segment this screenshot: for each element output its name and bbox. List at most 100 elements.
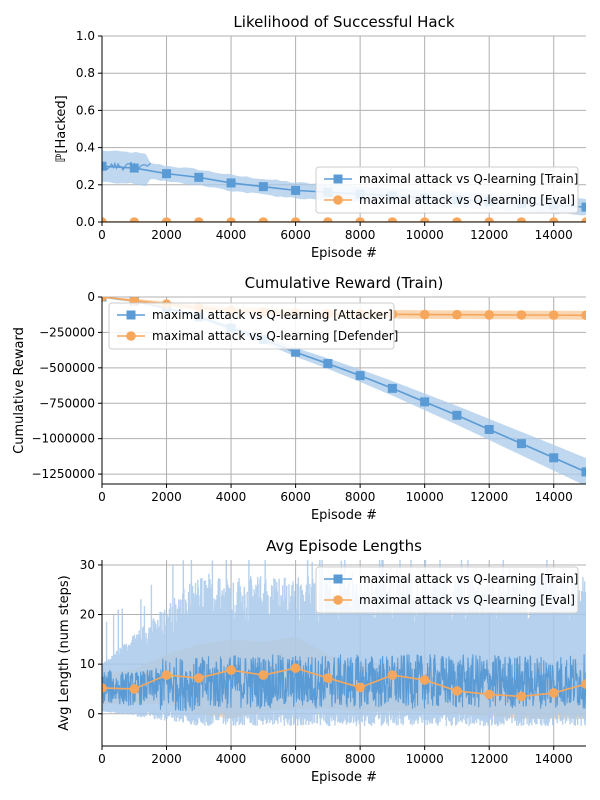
x-tick-label: 8000 (345, 228, 376, 242)
data-point (419, 675, 430, 685)
x-tick-label: 2000 (151, 228, 182, 242)
data-point (581, 679, 586, 689)
data-point (291, 347, 301, 357)
data-point (484, 217, 494, 222)
data-point (291, 185, 301, 195)
y-tick-label: −1000000 (32, 432, 96, 446)
x-tick-label: 6000 (280, 490, 311, 504)
y-tick-label: 0 (87, 707, 95, 721)
data-point (102, 297, 107, 302)
y-tick-label: −250000 (39, 325, 95, 339)
data-point (516, 439, 526, 449)
x-tick-label: 4000 (216, 752, 247, 766)
x-tick-label: 10000 (406, 752, 444, 766)
chart-panel-3: Avg Episode Lengths 0 2000 4000 6000 8000 1000… (57, 537, 586, 785)
x-tick-label: 2000 (151, 752, 182, 766)
data-point (355, 682, 365, 693)
data-point (194, 217, 204, 222)
data-point (323, 217, 333, 222)
data-point (420, 397, 430, 407)
chart-panel-1: Likelihood of Successful Hack 0 2000 4000 60… (54, 13, 586, 261)
legend-label: maximal attack vs Q-learning [Train] (359, 172, 578, 186)
data-point (102, 217, 107, 222)
data-point (290, 663, 301, 673)
data-point (581, 202, 586, 212)
x-axis-label: Episode # (311, 246, 377, 261)
data-point (226, 178, 236, 188)
data-point (452, 686, 462, 696)
legend-marker (333, 574, 343, 584)
data-point (226, 217, 236, 222)
y-tick-label: 20 (80, 608, 95, 622)
data-point (355, 371, 365, 381)
legend-marker (126, 331, 136, 341)
x-tick-label: 12000 (470, 752, 508, 766)
y-tick-label: −750000 (39, 396, 95, 410)
data-point (549, 453, 559, 463)
data-point (258, 182, 268, 192)
data-point (129, 163, 139, 173)
y-tick-label: 10 (80, 657, 95, 671)
data-point (162, 169, 172, 179)
data-point (194, 172, 204, 182)
data-point (258, 217, 269, 222)
data-point (102, 683, 107, 693)
data-point (194, 673, 204, 683)
chart-title: Likelihood of Successful Hack (233, 13, 454, 31)
data-point (226, 665, 236, 675)
data-point (548, 688, 559, 698)
y-axis-label: Cumulative Reward (12, 327, 27, 454)
y-axis-label: Avg Length (num steps) (57, 575, 72, 731)
legend-box (108, 302, 395, 350)
data-point (323, 359, 333, 369)
legend-label: maximal attack vs Q-learning [Defender] (152, 329, 398, 343)
data-point (129, 684, 140, 694)
data-point (516, 310, 527, 320)
y-tick-label: 0.0 (76, 215, 95, 229)
legend-label: maximal attack vs Q-learning [Attacker] (152, 308, 393, 322)
data-point (581, 217, 586, 222)
y-tick-label: 0.4 (76, 141, 95, 155)
legend-label: maximal attack vs Q-learning [Eval] (359, 193, 575, 207)
data-point (323, 673, 333, 683)
data-point (516, 217, 527, 222)
plot-area (102, 560, 586, 727)
data-point (548, 310, 559, 320)
y-tick-label: 0.2 (76, 178, 95, 192)
x-tick-label: 8000 (345, 752, 376, 766)
data-point (258, 670, 269, 680)
y-tick-label: 30 (80, 558, 95, 572)
chart-panel-2: Cumulative Reward (Train) 0 2000 4000 6000 80… (12, 274, 586, 523)
series-line (102, 667, 586, 698)
data-point (102, 161, 107, 171)
legend-marker (126, 310, 136, 320)
y-tick-label: −1250000 (32, 467, 96, 481)
y-axis-label: ℙ[Hacked] (54, 95, 69, 162)
legend-label: maximal attack vs Q-learning [Train] (359, 572, 578, 586)
data-point (387, 217, 398, 222)
x-tick-label: 10000 (406, 228, 444, 242)
legend-marker (333, 195, 343, 205)
legend: maximal attack vs Q-learning [Attacker] m… (108, 302, 398, 350)
data-point (484, 689, 495, 700)
x-axis-label: Episode # (311, 508, 377, 523)
legend: maximal attack vs Q-learning [Train] maxi… (315, 166, 579, 214)
data-point (452, 217, 462, 222)
data-point (290, 217, 301, 222)
legend-box (315, 566, 579, 614)
x-tick-label: 12000 (470, 228, 508, 242)
y-tick-label: 0.6 (76, 103, 95, 117)
data-point (355, 217, 365, 222)
chart-title: Avg Episode Lengths (266, 537, 422, 555)
data-point (581, 467, 586, 477)
y-tick-label: 1.0 (76, 29, 95, 43)
data-point (161, 217, 172, 222)
y-tick-label: 0.8 (76, 66, 95, 80)
x-tick-label: 10000 (406, 490, 444, 504)
data-point (161, 670, 172, 680)
x-tick-label: 4000 (216, 228, 247, 242)
x-tick-label: 0 (98, 228, 106, 242)
chart-title: Cumulative Reward (Train) (245, 274, 444, 292)
x-tick-label: 8000 (345, 490, 376, 504)
